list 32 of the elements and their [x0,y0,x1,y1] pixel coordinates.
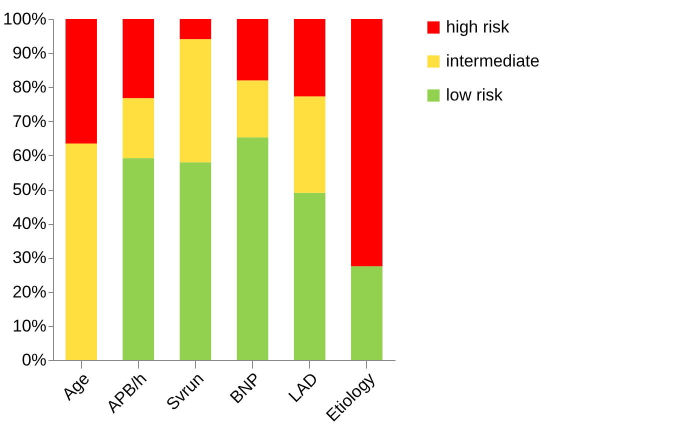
bar [294,192,326,360]
bar [66,143,97,360]
y-tick-label: 100% [3,10,46,28]
bar [122,98,154,158]
x-tick-label: LAD [284,369,322,406]
bar [294,19,326,96]
legend-label: high risk [446,18,510,36]
bar [294,96,326,193]
bar [122,19,154,98]
bar [180,39,212,162]
x-tick-label: Age [58,369,94,404]
y-tick-label: 60% [12,146,46,165]
y-tick-label: 20% [12,282,46,302]
y-tick-label: 50% [12,180,46,199]
y-tick-label: 90% [12,44,46,63]
y-tick-label: 10% [12,316,46,336]
bar [236,137,268,360]
legend-label: intermediate [446,52,540,70]
bar [351,19,382,266]
y-tick-label: 30% [12,248,46,268]
y-tick-label: 40% [12,214,46,234]
bar [180,162,212,360]
bar [236,19,268,80]
y-tick-label: 0% [22,350,46,370]
bar [66,19,97,144]
bar [236,80,268,138]
bar [351,266,382,360]
y-tick-label: 80% [12,78,46,97]
y-tick-label: 70% [12,112,46,131]
bar [122,158,154,360]
legend-label: low risk [446,86,504,104]
bar [180,19,212,40]
